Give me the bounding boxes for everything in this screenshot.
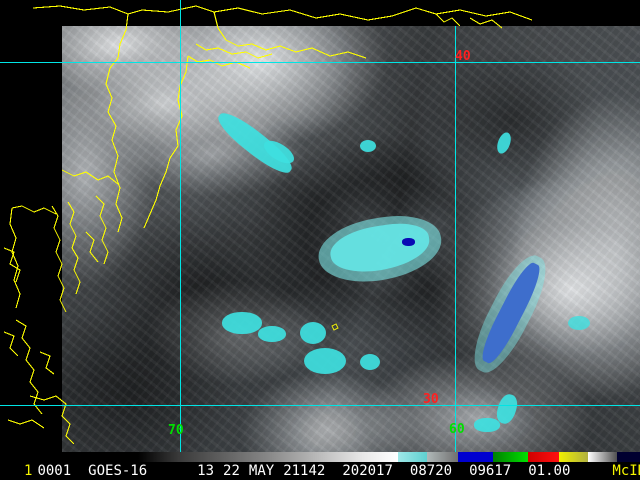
image-number: 0001 (37, 463, 72, 479)
lon-label-60: 60 (449, 422, 465, 437)
colorbar-segment-light-gray-ramp (271, 452, 364, 462)
time-utc: 21142 (283, 463, 326, 479)
date-code: 202017 (342, 463, 393, 479)
enhancement-colorbar[interactable] (0, 452, 640, 462)
element-value: 09617 (469, 463, 512, 479)
status-bar: 1 0001 GOES-16 13 22 MAY 21142 202017 08720 09617… (0, 462, 640, 480)
gridline-lon-60 (455, 26, 456, 452)
lon-label-70: 70 (168, 423, 184, 438)
cold-cloud-cell-se2 (474, 418, 500, 432)
colorbar-segment-cyan (397, 452, 427, 462)
software-label: McIDAS (612, 463, 640, 479)
colorbar-segment-white-gray-ramp (588, 452, 617, 462)
satellite-name: GOES-16 (88, 463, 148, 479)
colorbar-segment-green (492, 452, 528, 462)
line-value: 08720 (409, 463, 453, 479)
gridline-lon-70 (180, 0, 181, 452)
colorbar-segment-gray-mid2 (426, 452, 459, 462)
colorbar-segment-navy-end (616, 452, 640, 462)
gridline-lat-30 (0, 405, 640, 406)
resolution-value: 01.00 (528, 463, 571, 479)
satellite-data-swath (62, 26, 640, 452)
coldest-top-cyclone (402, 238, 415, 246)
colorbar-segment-black-low (0, 452, 139, 462)
gridline-lat-40 (0, 62, 640, 63)
month-name: MAY (248, 463, 275, 479)
day-of-month: 22 (223, 463, 240, 479)
cold-cloud-cell-n1 (360, 140, 376, 152)
satellite-image-canvas[interactable]: 40 30 70 60 (0, 0, 640, 452)
cold-cloud-cell-s1 (222, 312, 262, 334)
frame-number[interactable]: 1 (24, 463, 33, 479)
colorbar-segment-red (527, 452, 560, 462)
lat-label-40: 40 (455, 49, 471, 64)
cold-cloud-cell-s5 (360, 354, 380, 370)
cold-cloud-cell-e1 (568, 316, 590, 330)
lat-label-30: 30 (423, 392, 439, 407)
cold-cloud-cell-s3 (300, 322, 326, 344)
colorbar-segment-dark-gray-ramp (138, 452, 179, 462)
cold-cloud-cell-s2 (258, 326, 286, 342)
colorbar-segment-blue (458, 452, 493, 462)
colorbar-segment-white (363, 452, 398, 462)
colorbar-segment-yellow (559, 452, 589, 462)
band-number: 13 (197, 463, 215, 479)
colorbar-segment-gray-ramp (178, 452, 271, 462)
cold-cloud-cell-s4 (304, 348, 346, 374)
